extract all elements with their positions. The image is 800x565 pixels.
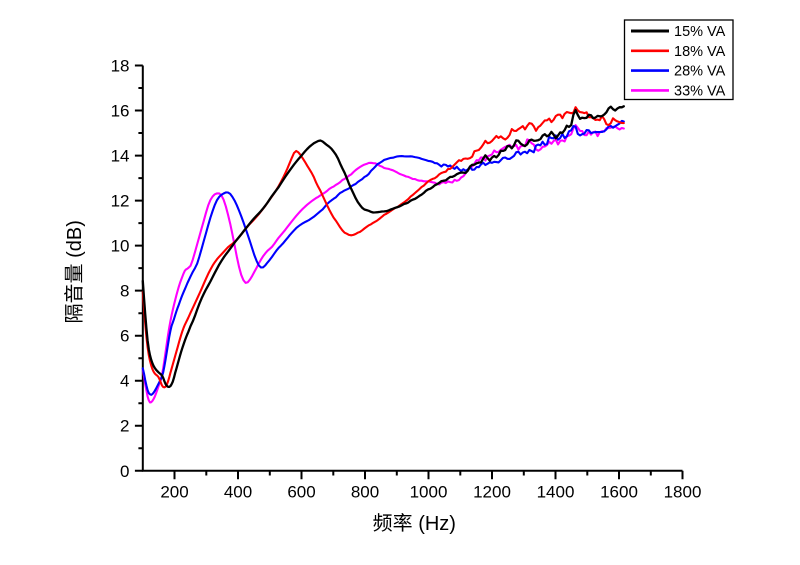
- svg-text:10: 10: [111, 237, 130, 256]
- svg-text:6: 6: [120, 327, 129, 346]
- svg-text:18: 18: [111, 57, 130, 76]
- svg-text:1600: 1600: [600, 483, 638, 502]
- svg-text:16: 16: [111, 102, 130, 121]
- svg-text:4: 4: [120, 372, 129, 391]
- svg-text:200: 200: [160, 483, 188, 502]
- svg-text:0: 0: [120, 462, 129, 481]
- svg-text:(Hz): (Hz): [418, 513, 456, 535]
- svg-text:8: 8: [120, 282, 129, 301]
- svg-text:12: 12: [111, 192, 130, 211]
- svg-text:2: 2: [120, 417, 129, 436]
- svg-text:1800: 1800: [664, 483, 702, 502]
- svg-text:1000: 1000: [410, 483, 448, 502]
- svg-text:1400: 1400: [537, 483, 575, 502]
- svg-text:14: 14: [111, 147, 130, 166]
- svg-text:400: 400: [224, 483, 252, 502]
- svg-text:(dB): (dB): [64, 220, 86, 258]
- svg-text:600: 600: [287, 483, 315, 502]
- svg-text:33% VA: 33% VA: [674, 83, 726, 99]
- svg-text:1200: 1200: [473, 483, 511, 502]
- svg-text:15% VA: 15% VA: [674, 24, 726, 40]
- svg-text:28% VA: 28% VA: [674, 64, 726, 80]
- svg-text:18% VA: 18% VA: [674, 44, 726, 60]
- svg-text:800: 800: [351, 483, 379, 502]
